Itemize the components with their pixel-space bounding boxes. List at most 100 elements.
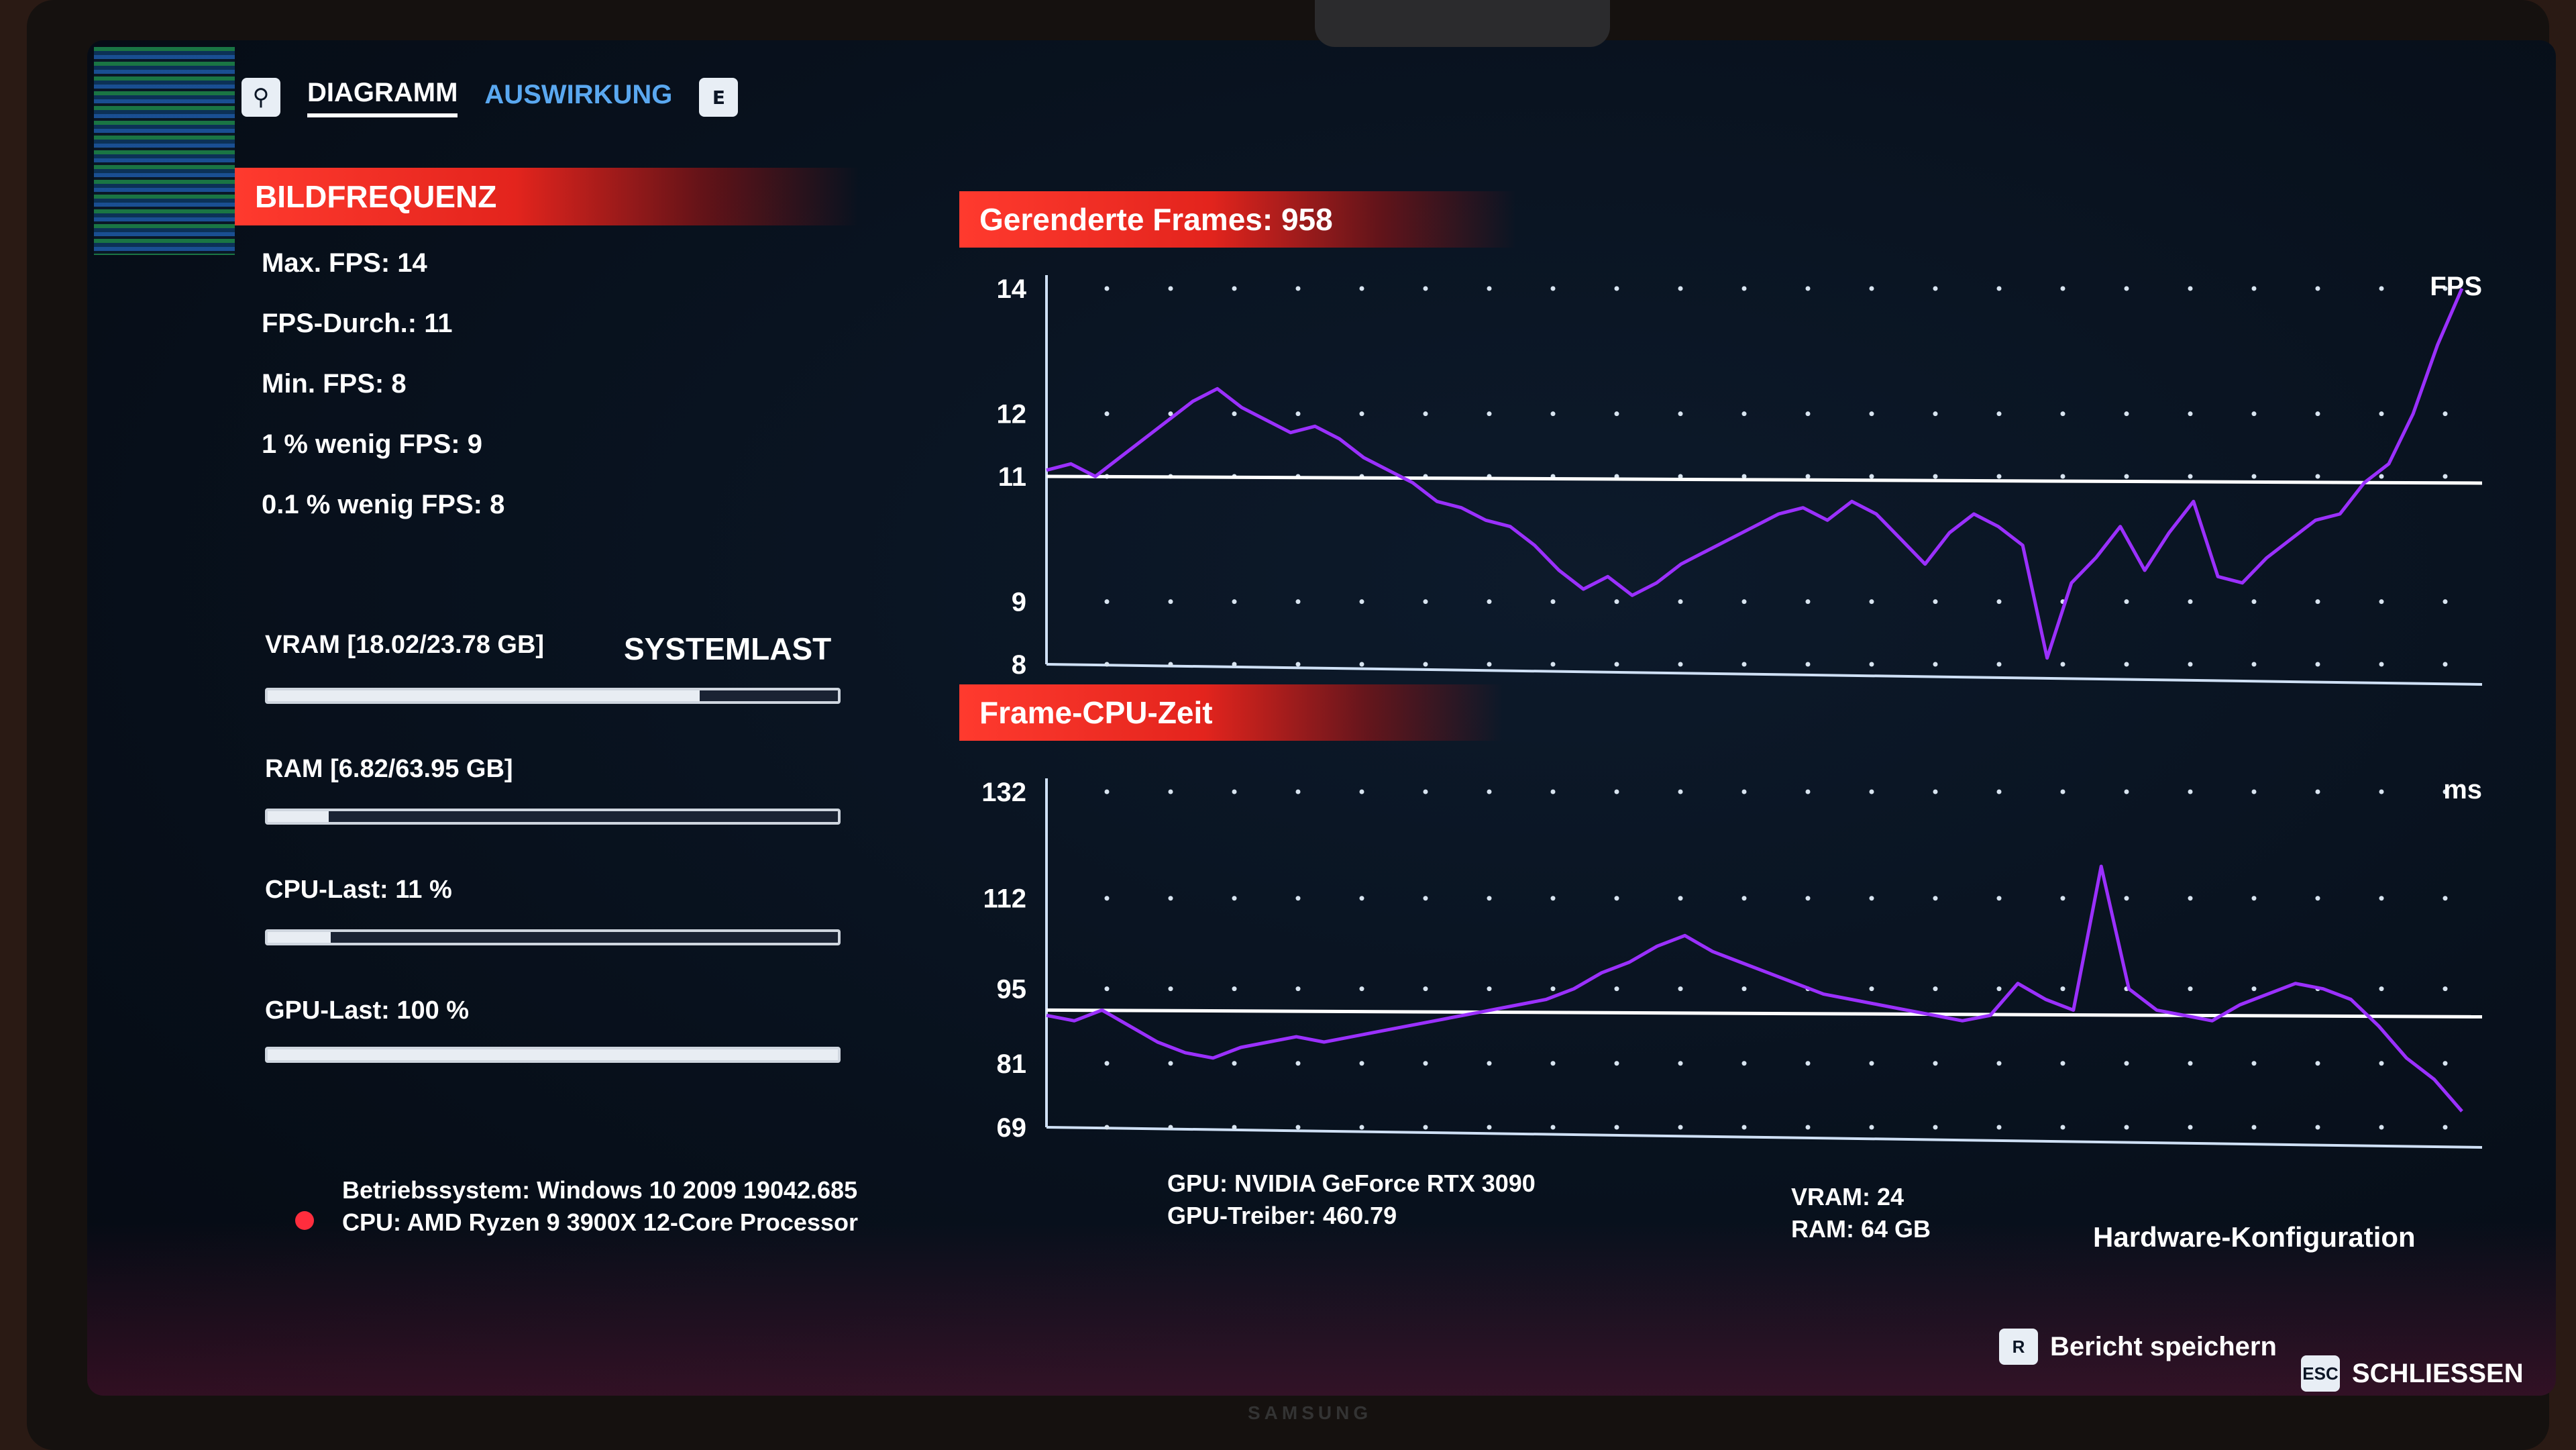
fps-chart-grid-dot	[2443, 599, 2448, 605]
fps-chart-grid-dot	[2251, 599, 2257, 605]
fps-chart-grid-dot	[1678, 474, 1683, 479]
cpu-chart-grid-dot	[1678, 1061, 1683, 1066]
fps-chart-grid-dot	[2251, 662, 2257, 667]
gpu-load-label: GPU-Last: 100 %	[265, 996, 470, 1025]
fps-chart-grid-dot	[1678, 599, 1683, 605]
cpu-chart-grid-dot	[1423, 896, 1428, 901]
min-fps: Min. FPS: 8	[262, 369, 407, 399]
fps-chart-grid-dot	[1741, 286, 1747, 291]
cpu-chart-grid-dot	[1104, 1061, 1110, 1066]
cpu-chart-grid-dot	[1805, 1061, 1811, 1066]
fps-chart-grid-dot	[2060, 662, 2065, 667]
fps-chart-grid-dot	[1423, 599, 1428, 605]
tab-diagramm[interactable]: DIAGRAMM	[307, 78, 458, 117]
fps-chart-grid-dot	[1550, 411, 1556, 417]
fps-chart-grid-dot	[2188, 662, 2193, 667]
fps-chart-grid-dot	[2124, 411, 2129, 417]
cpu-chart-grid-dot	[2060, 986, 2065, 992]
fps-chart-grid-dot	[2251, 474, 2257, 479]
fps-chart-grid-dot	[1996, 474, 2002, 479]
search-icon[interactable]: ⚲	[241, 78, 280, 117]
fps-chart-grid-dot	[1996, 286, 2002, 291]
cpu-chart-grid-dot	[2379, 789, 2384, 794]
cpu-chart-grid-dot	[2251, 896, 2257, 901]
cpu-chart-grid-dot	[1869, 896, 1874, 901]
fps-chart-ytick-label: 14	[997, 274, 1027, 304]
fps-chart-grid-dot	[1996, 411, 2002, 417]
save-key: R	[1999, 1329, 2038, 1365]
fps-chart-grid-dot	[1869, 599, 1874, 605]
cpu-chart-ytick-label: 69	[997, 1113, 1027, 1143]
cpu-chart-grid-dot	[1741, 986, 1747, 992]
fps-chart-grid-dot	[1614, 662, 1619, 667]
cpu-chart-grid-dot	[1295, 896, 1301, 901]
fps-chart-grid-dot	[2443, 474, 2448, 479]
cpu-chart-grid-dot	[2060, 789, 2065, 794]
cpu-chart-grid-dot	[2379, 986, 2384, 992]
fps-chart-grid-dot	[2060, 286, 2065, 291]
fps-chart-unit-label: FPS	[2430, 272, 2482, 301]
cpu-time-chart: 132 112 95 81 69 ms	[981, 775, 2483, 1149]
fps-chart-grid-dot	[2379, 286, 2384, 291]
fps-chart-grid-dot	[2443, 662, 2448, 667]
cpu-chart-grid-dot	[1487, 896, 1492, 901]
save-report-button[interactable]: R Bericht speichern	[1999, 1329, 2277, 1365]
bottom-glow	[87, 1221, 2556, 1396]
cpu-chart-grid-dot	[1295, 1061, 1301, 1066]
framerate-title: BILDFREQUENZ	[255, 179, 497, 214]
low01-fps: 0.1 % wenig FPS: 8	[262, 490, 505, 519]
cpu-chart-grid-dot	[1423, 789, 1428, 794]
vram-info: VRAM: 24	[1791, 1183, 1904, 1210]
monitor-bezel: ⚲ DIAGRAMM AUSWIRKUNG E BILDFREQUENZ Max…	[27, 0, 2556, 1450]
fps-chart-grid-dot	[1295, 411, 1301, 417]
cpu-chart-ytick-label: 81	[997, 1049, 1027, 1079]
cpu-chart-grid-dot	[1359, 896, 1364, 901]
close-button[interactable]: ESC SCHLIESSEN	[2301, 1355, 2524, 1392]
fps-chart-grid-dot	[1933, 411, 1938, 417]
ram-label: RAM [6.82/63.95 GB]	[265, 755, 513, 783]
fps-chart-grid-dot	[2124, 662, 2129, 667]
fps-chart-grid-dot	[2060, 411, 2065, 417]
tab-auswirkung[interactable]: AUSWIRKUNG	[484, 79, 673, 109]
status-dot	[295, 1211, 314, 1230]
cpu-chart-grid-dot	[1550, 1125, 1556, 1130]
fps-chart-grid-dot	[1487, 286, 1492, 291]
cpu-chart-grid-dot	[1168, 1125, 1173, 1130]
cpu-chart-grid-dot	[1295, 789, 1301, 794]
fps-chart-grid-dot	[1168, 599, 1173, 605]
cpu-chart-average-line	[1046, 1008, 2483, 1019]
fps-chart-x-axis	[1046, 663, 2483, 686]
fps-chart-grid-dot	[1550, 662, 1556, 667]
fps-chart-grid-dot	[1232, 662, 1237, 667]
vram-bar	[265, 688, 841, 704]
cpu-chart-grid-dot	[1550, 1061, 1556, 1066]
fps-chart-grid-dot	[2124, 599, 2129, 605]
vram-bar-fill	[268, 690, 700, 701]
cpu-chart-grid-dot	[1805, 1125, 1811, 1130]
cpu-chart-grid-dot	[2251, 1061, 2257, 1066]
fps-chart-grid-dot	[1996, 599, 2002, 605]
fps-chart-grid-dot	[1104, 662, 1110, 667]
tab-next-key[interactable]: E	[699, 78, 739, 117]
hardware-config-link[interactable]: Hardware-Konfiguration	[2093, 1221, 2416, 1253]
fps-chart-grid-dot	[2315, 411, 2320, 417]
fps-chart-grid-dot	[2379, 474, 2384, 479]
cpu-chart-grid-dot	[1933, 1125, 1938, 1130]
cpu-chart-grid-dot	[2060, 1061, 2065, 1066]
gpu-load-bar	[265, 1047, 841, 1063]
cpu-chart-grid-dot	[1996, 986, 2002, 992]
close-key: ESC	[2301, 1355, 2340, 1392]
os-info: Betriebssystem: Windows 10 2009 19042.68…	[342, 1176, 858, 1204]
cpu-chart-grid-dot	[2379, 896, 2384, 901]
fps-chart-grid-dot	[1678, 411, 1683, 417]
cpu-chart-grid-dot	[2379, 1125, 2384, 1130]
close-label: SCHLIESSEN	[2352, 1358, 2524, 1388]
save-report-label: Bericht speichern	[2050, 1331, 2277, 1361]
gpu-info: GPU: NVIDIA GeForce RTX 3090	[1167, 1170, 1536, 1197]
cpu-chart-grid-dot	[2443, 1125, 2448, 1130]
cpu-chart-grid-dot	[1550, 986, 1556, 992]
cpu-chart-grid-dot	[1805, 896, 1811, 901]
cpu-load-bar-fill	[268, 932, 331, 943]
fps-chart-grid-dot	[2188, 286, 2193, 291]
fps-chart-banner: Gerenderte Frames: 958	[959, 191, 1516, 248]
